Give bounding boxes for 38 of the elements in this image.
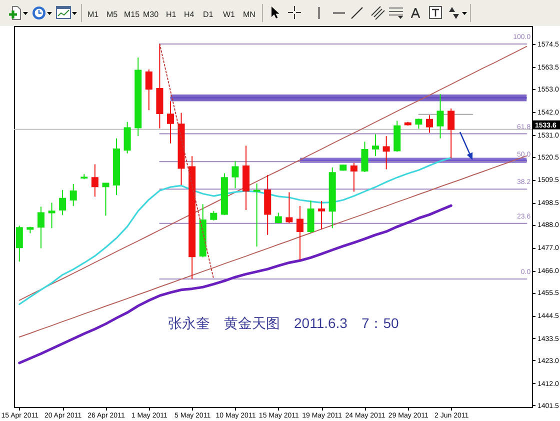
text: D1 [203,10,214,19]
text: MN [243,10,256,19]
candlestick [372,134,380,157]
candlestick [37,206,44,249]
text: H1 [166,10,176,19]
candlestick [102,182,110,216]
candlestick [318,200,326,230]
candlestick [296,206,304,260]
candlestick [70,183,77,207]
line-series [18,157,452,306]
candlestick [426,114,433,134]
line-series [18,204,452,364]
candlestick [91,164,98,198]
candlestick [361,141,368,173]
text: H4 [184,10,194,19]
line-series [159,43,214,280]
candlestick [48,202,56,229]
candlestick [232,160,239,189]
text: M15 [124,10,140,19]
candlestick [350,162,358,192]
annotation: 张永奎 黄金天图 2011.6.3 7：50 [168,315,400,331]
candlestick [436,94,444,139]
candlestick [274,212,282,224]
text: M30 [143,10,159,19]
candlestick [124,121,131,154]
candlestick [307,200,314,234]
candlestick [286,192,293,224]
text: M1 [88,10,99,19]
candlestick [16,225,23,262]
text: W1 [223,10,235,19]
candlestick [382,136,390,170]
candlestick [59,189,66,216]
text: M5 [106,10,118,19]
candlestick [166,100,174,144]
candlestick [415,118,422,130]
candlestick [448,108,455,159]
candlestick [145,68,152,111]
candlestick [210,210,218,221]
